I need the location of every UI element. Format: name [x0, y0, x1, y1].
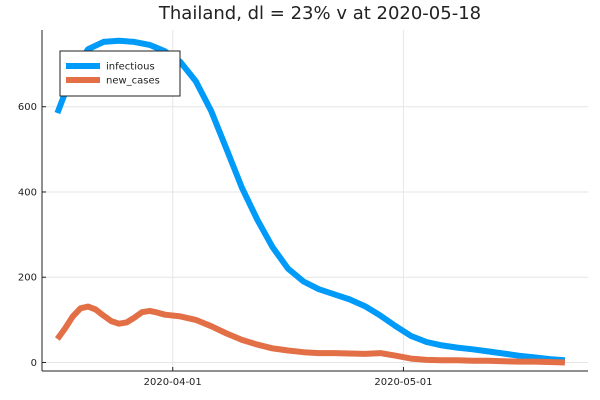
- series-new-cases: [54, 303, 565, 366]
- x-tick-label: 2020-05-01: [374, 377, 432, 388]
- legend-label: infectious: [106, 62, 155, 73]
- y-tick-label: 200: [18, 273, 37, 284]
- y-tick-label: 0: [31, 358, 37, 369]
- legend: infectious new_cases: [59, 50, 181, 97]
- chart-title: Thailand, dl = 23% v at 2020-05-18: [158, 3, 481, 24]
- series-line: [54, 303, 565, 366]
- series-infectious: [54, 37, 566, 364]
- axes: [41, 30, 588, 372]
- series-layer: [54, 37, 566, 366]
- y-tick-label: 600: [18, 102, 37, 113]
- y-ticks: 0 200 400 600: [18, 102, 46, 369]
- x-tick-label: 2020-04-01: [144, 377, 202, 388]
- legend-label: new_cases: [106, 76, 160, 87]
- legend-box: [59, 50, 181, 97]
- x-ticks: 2020-04-01 2020-05-01: [144, 367, 432, 388]
- y-tick-label: 400: [18, 187, 37, 198]
- series-line: [54, 37, 566, 364]
